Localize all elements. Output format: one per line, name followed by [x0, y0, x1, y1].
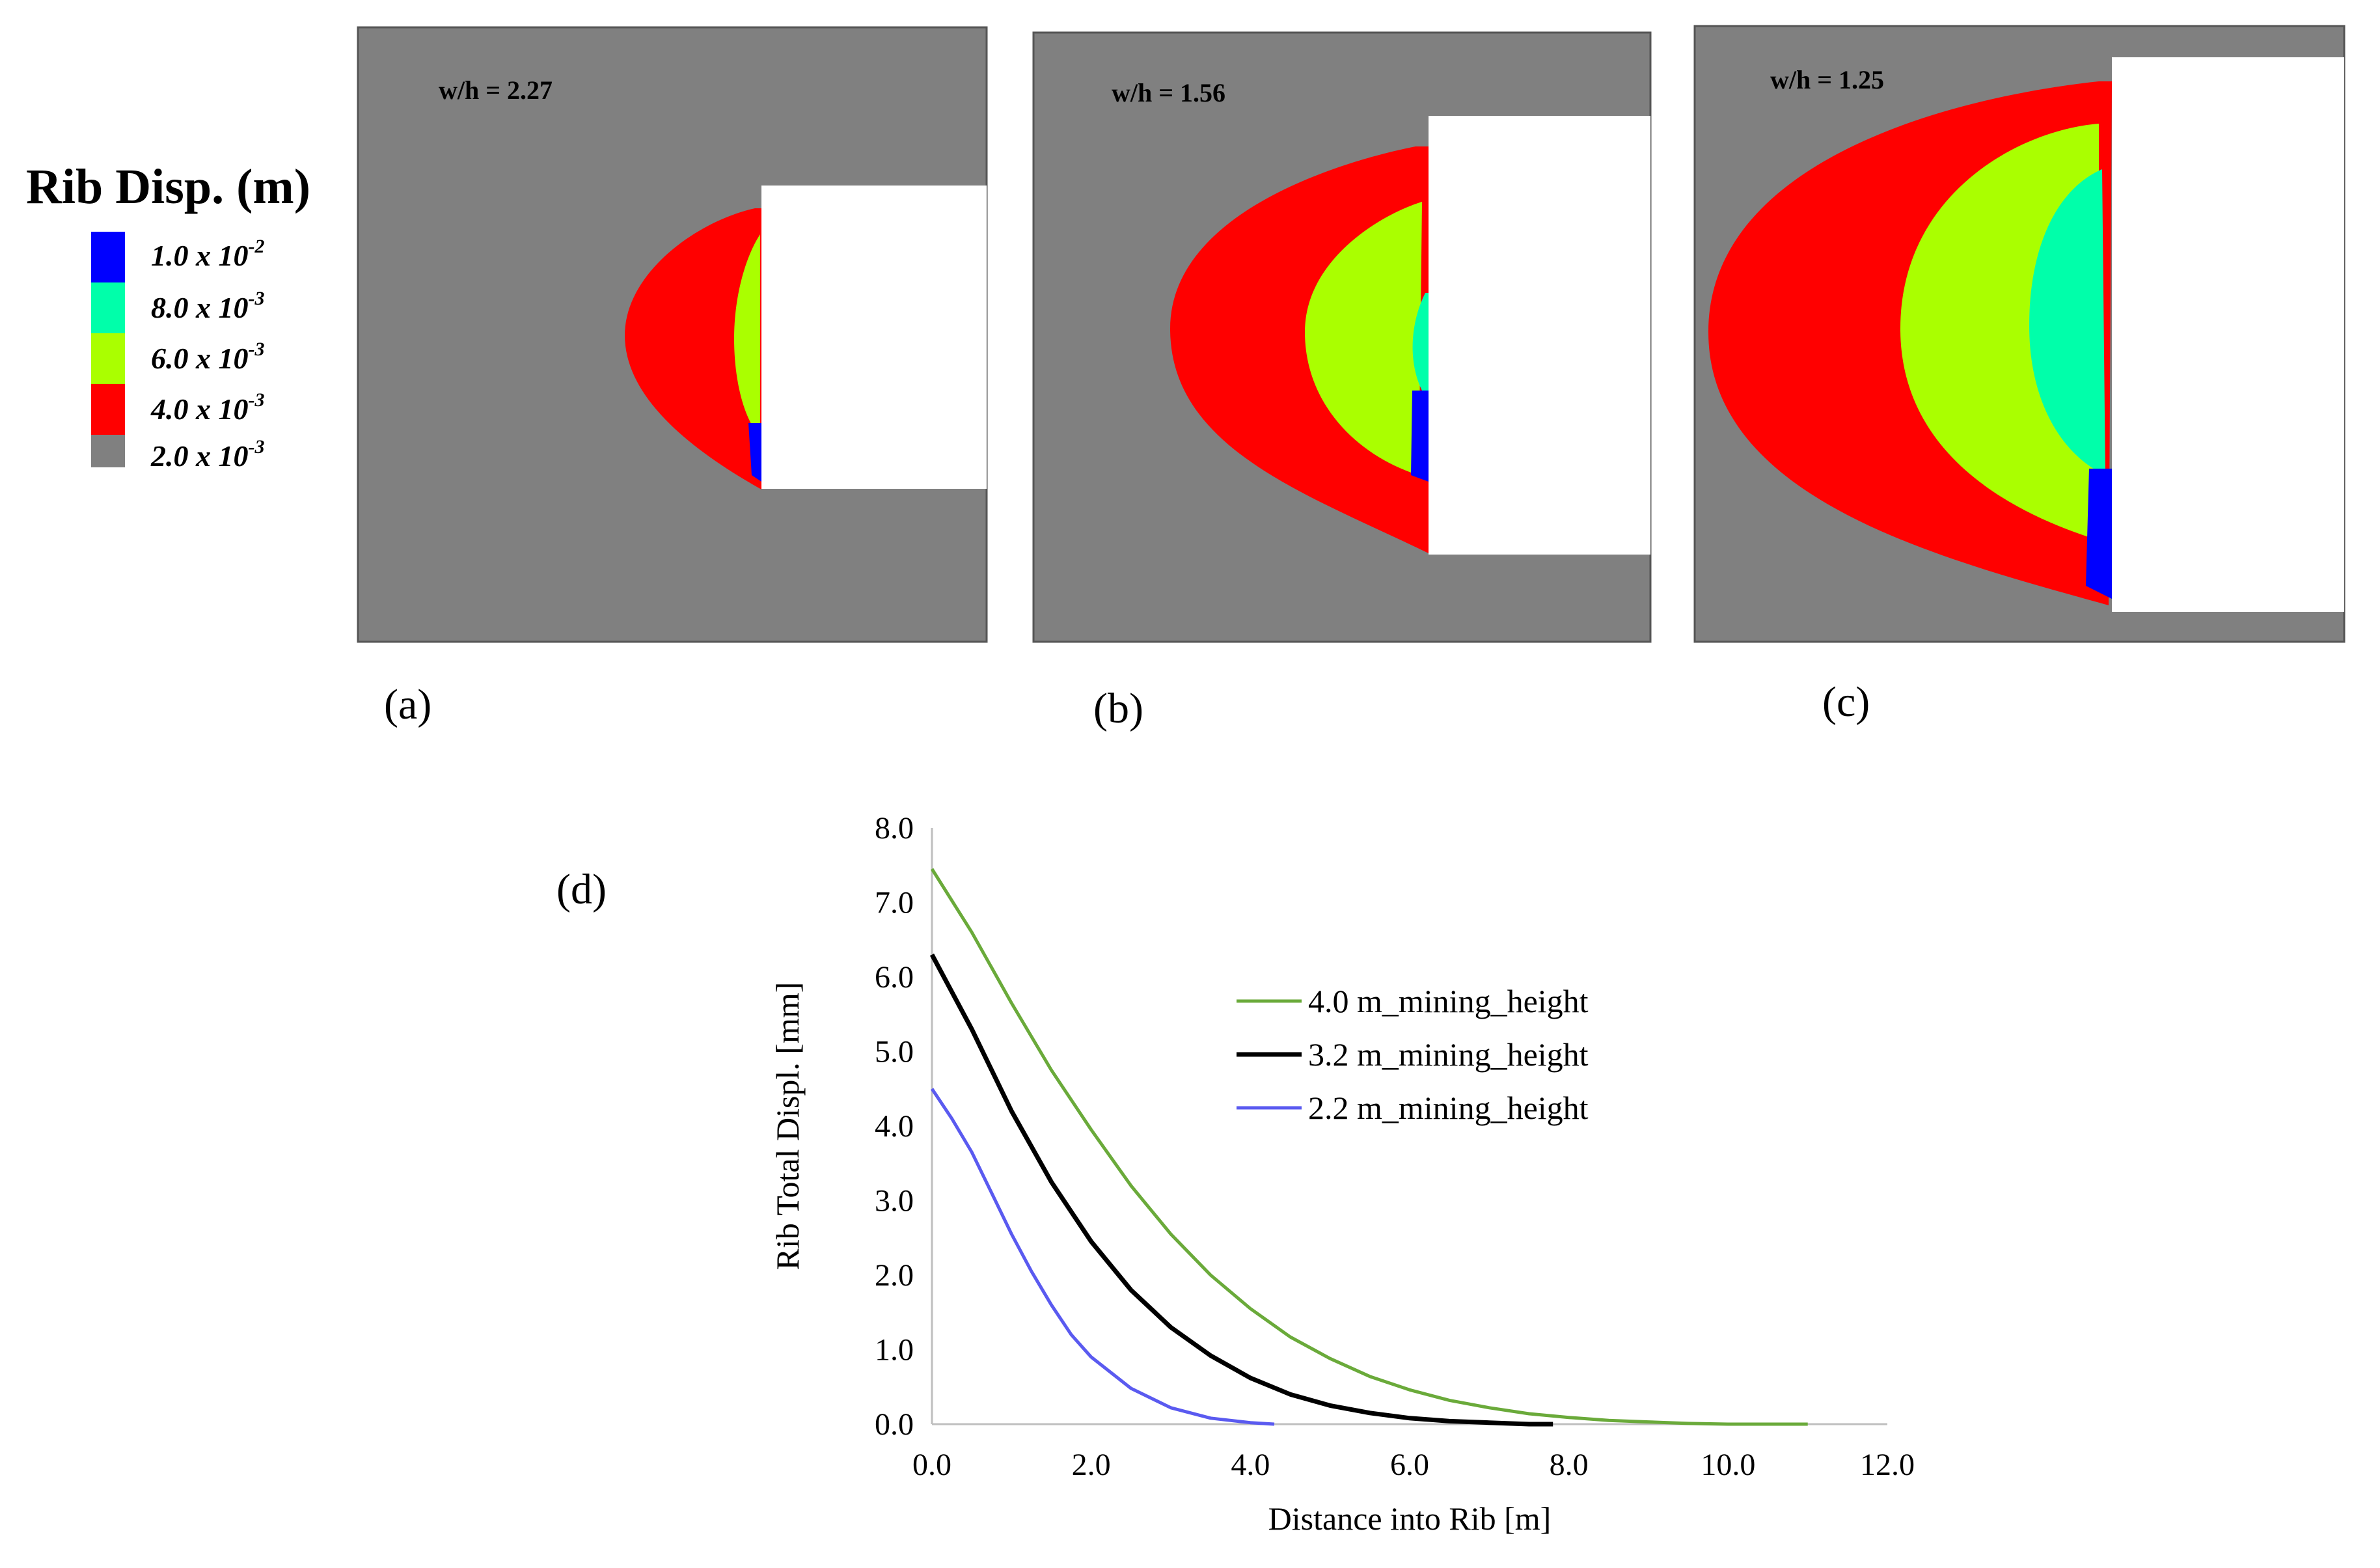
- y-tick-label: 3.0: [875, 1184, 914, 1218]
- contour-panel-c: w/h = 1.25 (c): [1693, 25, 2346, 726]
- contour-blue-b: [1411, 391, 1429, 482]
- x-tick-label: 4.0: [1231, 1448, 1270, 1482]
- legend-swatch-green: [91, 333, 125, 384]
- y-tick-label: 7.0: [875, 886, 914, 920]
- legend-entry-3: 6.0 x 10-3: [151, 338, 265, 375]
- x-tick-label: 12.0: [1860, 1448, 1915, 1482]
- legend-entry-5: 2.0 x 10-3: [150, 436, 265, 473]
- excavation-a: [761, 186, 987, 489]
- legend-entry-2: 8.0 x 10-3: [151, 288, 265, 324]
- contour-cyan-b: [1412, 293, 1429, 391]
- y-tick-label: 0.0: [875, 1407, 914, 1442]
- contour-red-a: [625, 208, 761, 489]
- legend-swatch-blue: [91, 232, 125, 282]
- legend-entry-1: 1.0 x 10-2: [151, 236, 265, 272]
- contour-cyan-c: [2029, 169, 2105, 475]
- contour-legend-title: Rib Disp. (m): [26, 159, 310, 214]
- panel-label-a: (a): [384, 681, 431, 728]
- y-tick-label: 1.0: [875, 1333, 914, 1368]
- panel-label-c: (c): [1822, 678, 1870, 726]
- y-axis-label: Rib Total Displ. [mm]: [769, 982, 806, 1271]
- line-chart-d: (d) 0.0 1.0 2.0 3.0 4.0 5.0 6.0 7.0 8.0 0.0 2.0 4.…: [556, 811, 1915, 1537]
- x-tick-label: 0.0: [912, 1448, 951, 1482]
- contour-blue-c: [2086, 469, 2112, 599]
- y-tick-label: 8.0: [875, 811, 914, 846]
- series-legend: 4.0 m_mining_height 3.2 m_mining_height 2.…: [1237, 983, 1589, 1126]
- wh-ratio-c: w/h = 1.25: [1770, 65, 1884, 94]
- contour-blue-a: [748, 423, 761, 482]
- legend-label-1: 4.0 m_mining_height: [1308, 983, 1589, 1019]
- legend-label-3: 2.2 m_mining_height: [1308, 1090, 1589, 1126]
- x-tick-label: 8.0: [1550, 1448, 1589, 1482]
- series-line-1: [930, 868, 1808, 1426]
- series-line-2: [929, 954, 1553, 1427]
- y-tick-label: 6.0: [875, 960, 914, 995]
- y-tick-label: 2.0: [875, 1258, 914, 1293]
- legend-entry-4: 4.0 x 10-3: [150, 389, 265, 426]
- x-tick-label: 10.0: [1701, 1448, 1755, 1482]
- contour-panel-b: w/h = 1.56 (b): [1032, 31, 1652, 732]
- excavation-c: [2112, 57, 2344, 612]
- contour-green-a: [734, 234, 760, 430]
- x-axis-label: Distance into Rib [m]: [1268, 1500, 1552, 1537]
- x-tick-label: 2.0: [1072, 1448, 1111, 1482]
- excavation-b: [1429, 116, 1650, 555]
- panel-label-b: (b): [1093, 685, 1143, 732]
- contour-green-b: [1305, 202, 1422, 475]
- wh-ratio-a: w/h = 2.27: [439, 76, 553, 105]
- y-tick-label: 4.0: [875, 1109, 914, 1144]
- legend-swatch-gray: [91, 435, 125, 467]
- legend-swatch-cyan: [91, 282, 125, 333]
- panel-label-d: (d): [556, 866, 607, 913]
- wh-ratio-b: w/h = 1.56: [1112, 78, 1225, 107]
- legend-label-2: 3.2 m_mining_height: [1308, 1036, 1589, 1073]
- contour-legend: Rib Disp. (m) 1.0 x 10-2 8.0 x 10-3 6.0 …: [26, 159, 310, 473]
- x-tick-label: 6.0: [1390, 1448, 1429, 1482]
- y-tick-label: 5.0: [875, 1035, 914, 1069]
- legend-swatch-red: [91, 384, 125, 435]
- contour-panel-a: w/h = 2.27 (a): [357, 26, 988, 728]
- series-line-3: [930, 1088, 1275, 1426]
